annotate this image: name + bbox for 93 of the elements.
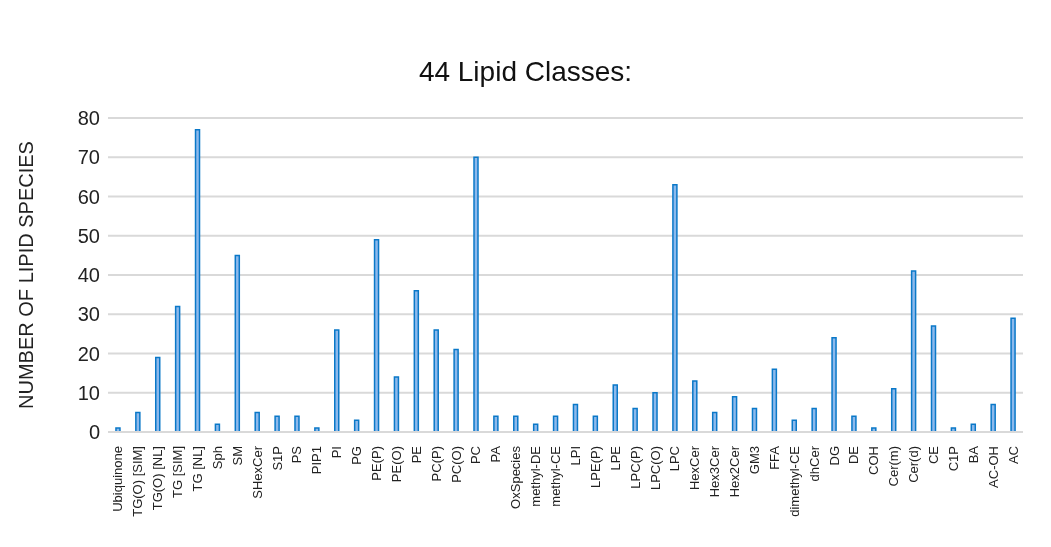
- bar: [871, 427, 877, 432]
- bar: [930, 325, 937, 432]
- x-tick-label: HexCer: [687, 445, 703, 491]
- y-tick-label: 40: [77, 264, 100, 287]
- x-tick-label: Cer(d): [906, 446, 922, 483]
- chart-title: 44 Lipid Classes:: [417, 55, 634, 89]
- x-tick-label: FFA: [766, 445, 782, 470]
- bar: [174, 305, 181, 432]
- bar: [135, 411, 141, 432]
- bar: [692, 380, 698, 432]
- x-tick-label: AC-OH: [985, 446, 1001, 488]
- bar: [334, 329, 340, 432]
- x-tick-label: Hex2Cer: [727, 445, 743, 498]
- x-tick-label: LPE: [607, 445, 623, 471]
- x-tick-label: Ubiquinone: [110, 446, 126, 512]
- x-tick-label: PC(P): [428, 446, 444, 482]
- x-tick-label: PC(O): [448, 446, 464, 483]
- bar: [453, 348, 459, 432]
- x-tick-label: Sph: [209, 446, 225, 470]
- x-tick-label: LPC: [667, 446, 683, 472]
- bar: [493, 415, 499, 432]
- y-tick-label: 60: [77, 185, 100, 208]
- bar: [194, 129, 201, 432]
- x-tick-label: LPC(O): [647, 446, 663, 491]
- x-tick-label: PE(P): [369, 446, 385, 481]
- x-tick-label: OxSpecies: [508, 445, 524, 509]
- bar: [154, 356, 161, 432]
- bar: [791, 419, 798, 432]
- bar: [115, 427, 121, 432]
- x-tick-label: TG [SIM]: [170, 446, 186, 498]
- bar: [254, 411, 260, 432]
- bar: [314, 427, 320, 432]
- y-tick-label: 20: [77, 342, 100, 365]
- bar: [234, 254, 241, 432]
- x-tick-label: TG(O) [SIM]: [130, 446, 146, 517]
- x-tick-label: methyl-DE: [528, 445, 544, 507]
- bar: [353, 419, 360, 432]
- x-tick-label: CE: [925, 445, 941, 465]
- bar: [413, 289, 420, 432]
- x-tick-label: GM3: [746, 446, 762, 475]
- bar: [274, 415, 280, 432]
- bar: [672, 183, 678, 432]
- bar: [851, 415, 857, 432]
- bar: [433, 329, 439, 432]
- bar: [990, 403, 996, 432]
- x-tick-label: SHexCer: [249, 445, 265, 499]
- bar: [373, 238, 380, 432]
- x-tick-label: PG: [349, 446, 365, 465]
- x-tick-label: PA: [488, 445, 504, 463]
- x-tick-label: PIP1: [309, 446, 325, 475]
- y-tick-label: 10: [77, 381, 100, 404]
- x-tick-label: PS: [289, 445, 305, 464]
- x-tick-label: Cer(m): [886, 446, 902, 487]
- x-tick-label: COH: [866, 446, 882, 475]
- x-tick-label: PI: [329, 446, 345, 459]
- y-tick-label: 50: [77, 224, 100, 247]
- x-tick-label: methyl-CE: [548, 445, 564, 507]
- x-tick-label: TG [NL]: [190, 446, 206, 492]
- y-tick-label: 0: [88, 421, 100, 444]
- bar: [393, 376, 400, 432]
- bar: [831, 337, 837, 432]
- x-tick-label: DG: [826, 446, 842, 466]
- x-tick-label: Hex3Cer: [707, 445, 723, 498]
- bar: [910, 270, 917, 432]
- x-tick-label: PC: [468, 446, 484, 465]
- y-tick-label: 30: [77, 303, 100, 326]
- x-tick-label: TG(O) [NL]: [150, 446, 166, 511]
- x-tick-label: LPE(P): [587, 446, 603, 488]
- x-tick-label: C1P: [945, 446, 961, 472]
- y-tick-label: 70: [77, 146, 100, 169]
- x-tick-label: LPC(P): [627, 446, 643, 489]
- y-axis-title: NUMBER OF LIPID SPECIES: [15, 141, 38, 409]
- x-tick-label: PE: [408, 445, 424, 464]
- x-tick-label: BA: [965, 445, 981, 464]
- y-tick-label: 80: [77, 107, 100, 130]
- x-tick-label: SM: [229, 446, 245, 466]
- bar: [473, 156, 479, 432]
- bar: [811, 407, 817, 432]
- bar: [771, 368, 778, 432]
- x-tick-label: PE(O): [388, 446, 404, 483]
- bar: [513, 415, 519, 432]
- x-tick-label: LPI: [567, 446, 583, 466]
- x-tick-label: dhCer: [806, 445, 822, 482]
- bar: [890, 388, 897, 432]
- bar: [632, 407, 638, 432]
- x-tick-label: S1P: [269, 446, 285, 471]
- bar: [1010, 317, 1016, 432]
- x-tick-label: dimethyl-CE: [786, 445, 802, 517]
- bar: [612, 384, 618, 432]
- bar: [294, 415, 300, 432]
- bar: [652, 392, 658, 432]
- x-tick-label: AC: [1005, 446, 1021, 465]
- x-tick-label: DE: [846, 445, 862, 465]
